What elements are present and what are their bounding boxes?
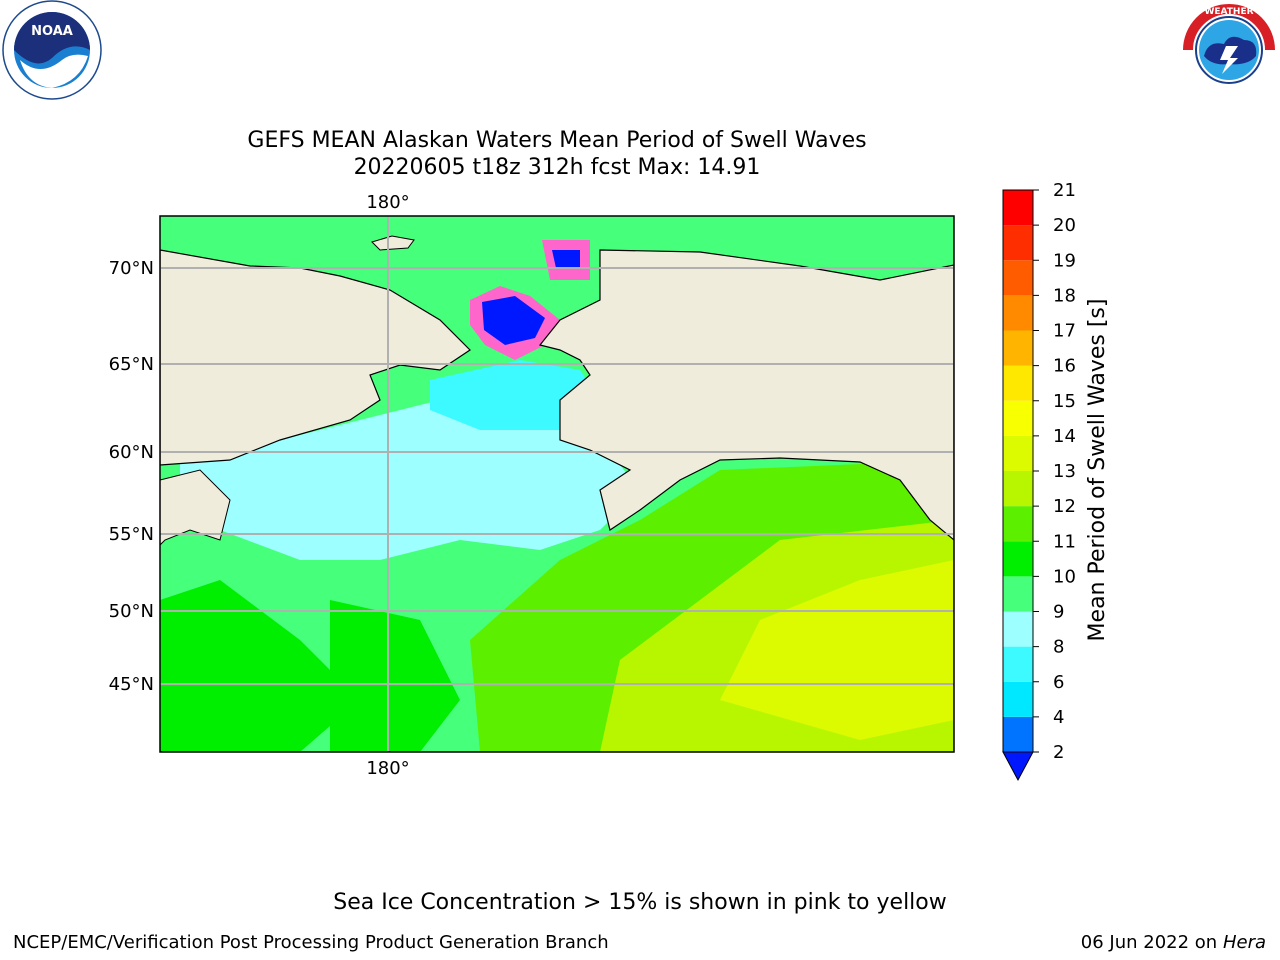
land-siberia [160,249,471,466]
colorbar-tick-label: 10 [1053,566,1076,587]
lat-label-45: 45°N [109,674,154,695]
footer-credit: NCEP/EMC/Verification Post Processing Pr… [13,932,609,953]
colorbar-tick-label: 11 [1053,531,1076,552]
swell-zone-norton [430,360,600,430]
swell-zone-bering [180,400,640,560]
lat-label-70: 70°N [109,258,154,279]
swell-zone-central [330,600,460,752]
colorbar-swatch [1003,506,1033,542]
svg-text:WEATHER: WEATHER [1204,7,1253,17]
chart-subtitle: 20220605 t18z 312h fcst Max: 14.91 [353,155,761,180]
lat-label-65: 65°N [109,354,154,375]
colorbar-tick-label: 6 [1053,672,1064,693]
lon-label-bottom: 180° [366,758,409,779]
colorbar-swatch [1003,190,1033,226]
colorbar-swatch [1003,681,1033,717]
lat-label-60: 60°N [109,442,154,463]
land-alaska [538,249,954,541]
lon-label-top: 180° [366,192,409,213]
colorbar-swatch [1003,611,1033,647]
colorbar-tick-label: 4 [1053,707,1064,728]
sea-ice-north-core [552,250,580,268]
footer-machine: Hera [1222,932,1266,953]
swell-zone-west [160,580,360,752]
lat-label-50: 50°N [109,601,154,622]
colorbar-tick-label: 19 [1053,250,1076,271]
sea-ice-note: Sea Ice Concentration > 15% is shown in … [333,890,947,915]
colorbar-swatch [1003,400,1033,436]
lat-label-55: 55°N [109,524,154,545]
colorbar-tick-label: 17 [1053,321,1076,342]
colorbar-swatch [1003,541,1033,577]
colorbar-swatch [1003,471,1033,507]
colorbar: 2 4 6 8 9 10 11 12 13 14 15 16 17 18 19 20 21 [1002,180,1076,782]
colorbar-tick-label: 20 [1053,215,1076,236]
colorbar-swatch [1003,365,1033,401]
colorbar-swatch [1003,330,1033,366]
nws-logo: WEATHER [1181,2,1277,98]
sea-ice-core [482,296,545,345]
chart-title: GEFS MEAN Alaskan Waters Mean Period of … [247,128,867,153]
graticule [160,216,954,752]
colorbar-swatch [1003,295,1033,331]
colorbar-tick-label: 8 [1053,637,1064,658]
colorbar-swatch [1003,225,1033,261]
colorbar-tick-label: 16 [1053,356,1076,377]
colorbar-tick-label: 14 [1053,426,1076,447]
colorbar-extend-arrow [1002,751,1034,782]
colorbar-tick-label: 9 [1053,602,1064,623]
colorbar-tick-label: 13 [1053,461,1076,482]
swell-zone-peak [720,560,954,740]
map-frame [159,215,955,753]
colorbar-label: Mean Period of Swell Waves [s] [1085,298,1110,642]
colorbar-swatch [1003,716,1033,752]
colorbar-swatch [1003,435,1033,471]
colorbar-swatch [1003,646,1033,682]
svg-text:NOAA: NOAA [31,24,73,39]
colorbar-swatch [1003,576,1033,612]
footer-date: 06 Jun 2022 on Hera [1080,932,1266,953]
colorbar-swatch [1003,260,1033,296]
colorbar-tick-label: 15 [1053,391,1076,412]
colorbar-tick-label: 21 [1053,180,1076,201]
colorbar-tick-label: 12 [1053,496,1076,517]
colorbar-tick-label: 18 [1053,285,1076,306]
colorbar-tick-label: 2 [1053,742,1064,763]
noaa-logo: NOAA [2,0,102,100]
